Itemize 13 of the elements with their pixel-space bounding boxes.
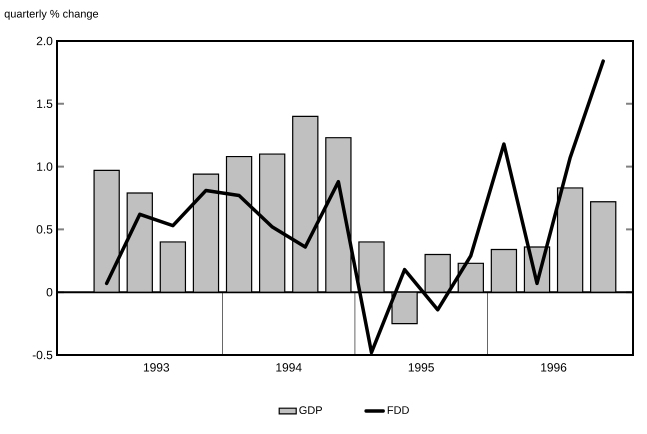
y-tick-label: -0.5: [32, 350, 52, 360]
legend-label: GDP: [299, 406, 322, 414]
x-tick-label: 1994: [276, 363, 302, 372]
y-axis-title: quarterly % change: [4, 10, 98, 20]
legend-label: FDD: [388, 406, 409, 414]
y-tick-label: 0: [46, 288, 52, 296]
x-tick-label: 1996: [541, 363, 566, 372]
x-tick-label: 1993: [144, 363, 170, 372]
y-tick-label: 1.0: [37, 162, 52, 171]
y-tick-label: 0.5: [36, 225, 52, 234]
x-tick-label: 1995: [408, 363, 434, 372]
y-tick-label: 2.0: [36, 36, 52, 46]
y-tick-label: 1.5: [37, 100, 52, 108]
